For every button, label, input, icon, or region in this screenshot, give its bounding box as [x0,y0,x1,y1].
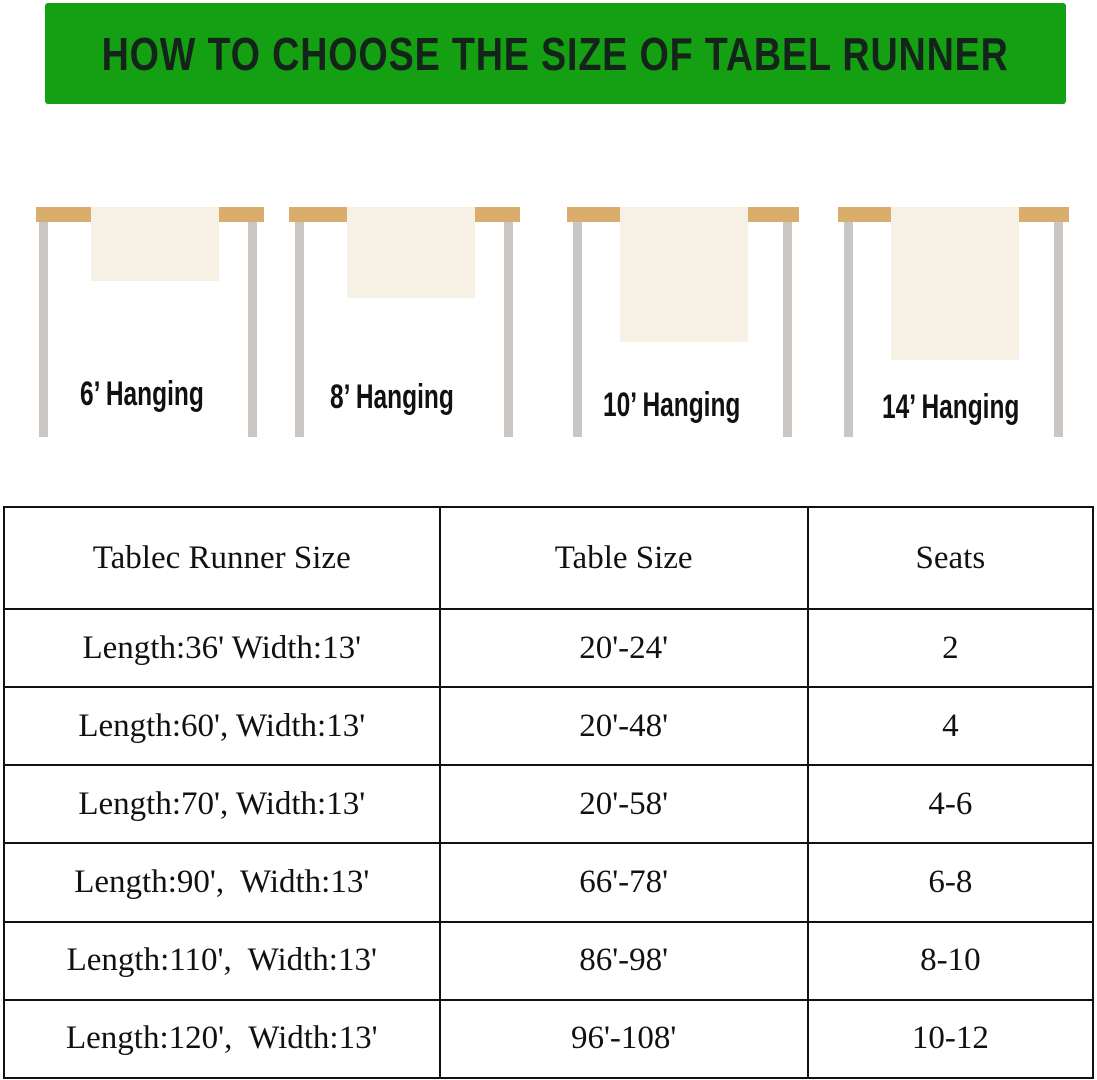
table-leg [783,222,792,437]
table-size-cell: 66'-78' [438,842,809,923]
table-row: Length:36' Width:13' 20'-24' 2 [3,607,1095,689]
table-size-cell: 20'-24' [438,607,809,689]
table-leg [573,222,582,437]
table-leg [295,222,304,437]
hanging-label: 10’ Hanging [603,386,741,424]
title-banner: HOW TO CHOOSE THE SIZE OF TABEL RUNNER [45,3,1066,104]
table-row: Length:60', Width:13' 20'-48' 4 [3,686,1095,767]
seats-cell: 2 [806,607,1095,689]
table-row: Length:90', Width:13' 66'-78' 6-8 [3,842,1095,923]
runner-size-cell: Length:120', Width:13' [3,998,441,1080]
hanging-label: 8’ Hanging [330,378,454,416]
column-header: Tablec Runner Size [3,506,441,610]
page-title: HOW TO CHOOSE THE SIZE OF TABEL RUNNER [101,27,1010,80]
table-size-cell: 20'-48' [438,686,809,767]
table-leg [39,222,48,437]
size-table: Tablec Runner Size Table Size Seats Leng… [3,506,1095,1080]
runner-drape [91,207,219,281]
runner-size-cell: Length:70', Width:13' [3,764,441,845]
table-size-cell: 20'-58' [438,764,809,845]
runner-size-cell: Length:60', Width:13' [3,686,441,767]
runner-drape [347,207,475,298]
seats-cell: 8-10 [806,920,1095,1001]
seats-cell: 4-6 [806,764,1095,845]
runner-size-cell: Length:90', Width:13' [3,842,441,923]
runner-drape [620,207,748,342]
table-row: Length:110', Width:13' 86'-98' 8-10 [3,920,1095,1001]
table-leg [248,222,257,437]
table-row: Length:120', Width:13' 96'-108' 10-12 [3,998,1095,1080]
table-leg [844,222,853,437]
seats-cell: 4 [806,686,1095,767]
table-header-row: Tablec Runner Size Table Size Seats [3,506,1095,610]
seats-cell: 6-8 [806,842,1095,923]
table-leg [504,222,513,437]
hanging-label: 14’ Hanging [882,388,1020,426]
runner-size-cell: Length:110', Width:13' [3,920,441,1001]
table-size-cell: 86'-98' [438,920,809,1001]
hanging-label: 6’ Hanging [80,375,204,413]
table-size-cell: 96'-108' [438,998,809,1080]
column-header: Table Size [438,506,809,610]
runner-drape [891,207,1019,360]
seats-cell: 10-12 [806,998,1095,1080]
table-leg [1054,222,1063,437]
table-row: Length:70', Width:13' 20'-58' 4-6 [3,764,1095,845]
column-header: Seats [806,506,1095,610]
runner-size-cell: Length:36' Width:13' [3,607,441,689]
